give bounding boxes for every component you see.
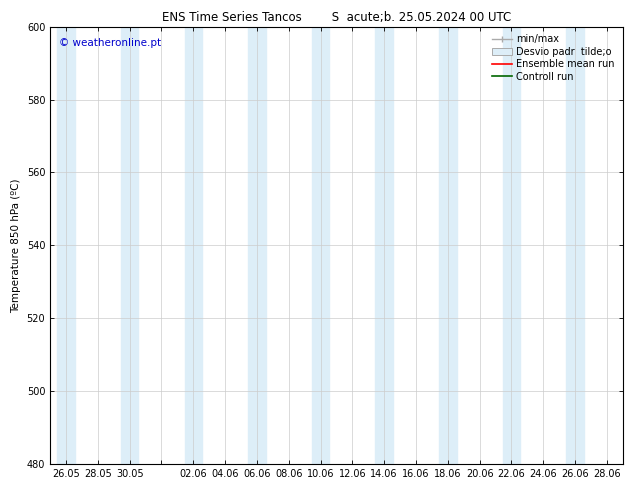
Bar bbox=[312, 26, 329, 464]
Text: © weatheronline.pt: © weatheronline.pt bbox=[59, 38, 161, 48]
Bar bbox=[439, 26, 456, 464]
Bar bbox=[57, 26, 75, 464]
Bar bbox=[375, 26, 393, 464]
Legend: min/max, Desvio padr  tilde;o, Ensemble mean run, Controll run: min/max, Desvio padr tilde;o, Ensemble m… bbox=[489, 31, 618, 85]
Bar bbox=[503, 26, 520, 464]
Title: ENS Time Series Tancos        S  acute;b. 25.05.2024 00 UTC: ENS Time Series Tancos S acute;b. 25.05.… bbox=[162, 11, 511, 24]
Bar bbox=[566, 26, 584, 464]
Bar bbox=[121, 26, 138, 464]
Y-axis label: Temperature 850 hPa (ºC): Temperature 850 hPa (ºC) bbox=[11, 178, 21, 313]
Bar bbox=[184, 26, 202, 464]
Bar bbox=[248, 26, 266, 464]
